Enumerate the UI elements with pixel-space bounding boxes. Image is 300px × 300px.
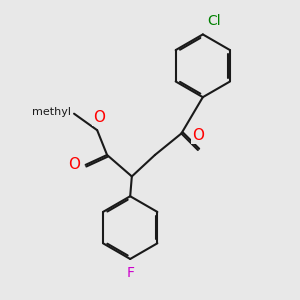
Text: F: F — [126, 266, 134, 280]
Text: methyl: methyl — [32, 107, 71, 117]
Text: O: O — [93, 110, 105, 125]
Text: Cl: Cl — [207, 14, 220, 28]
Text: O: O — [192, 128, 204, 143]
Text: O: O — [68, 158, 80, 172]
